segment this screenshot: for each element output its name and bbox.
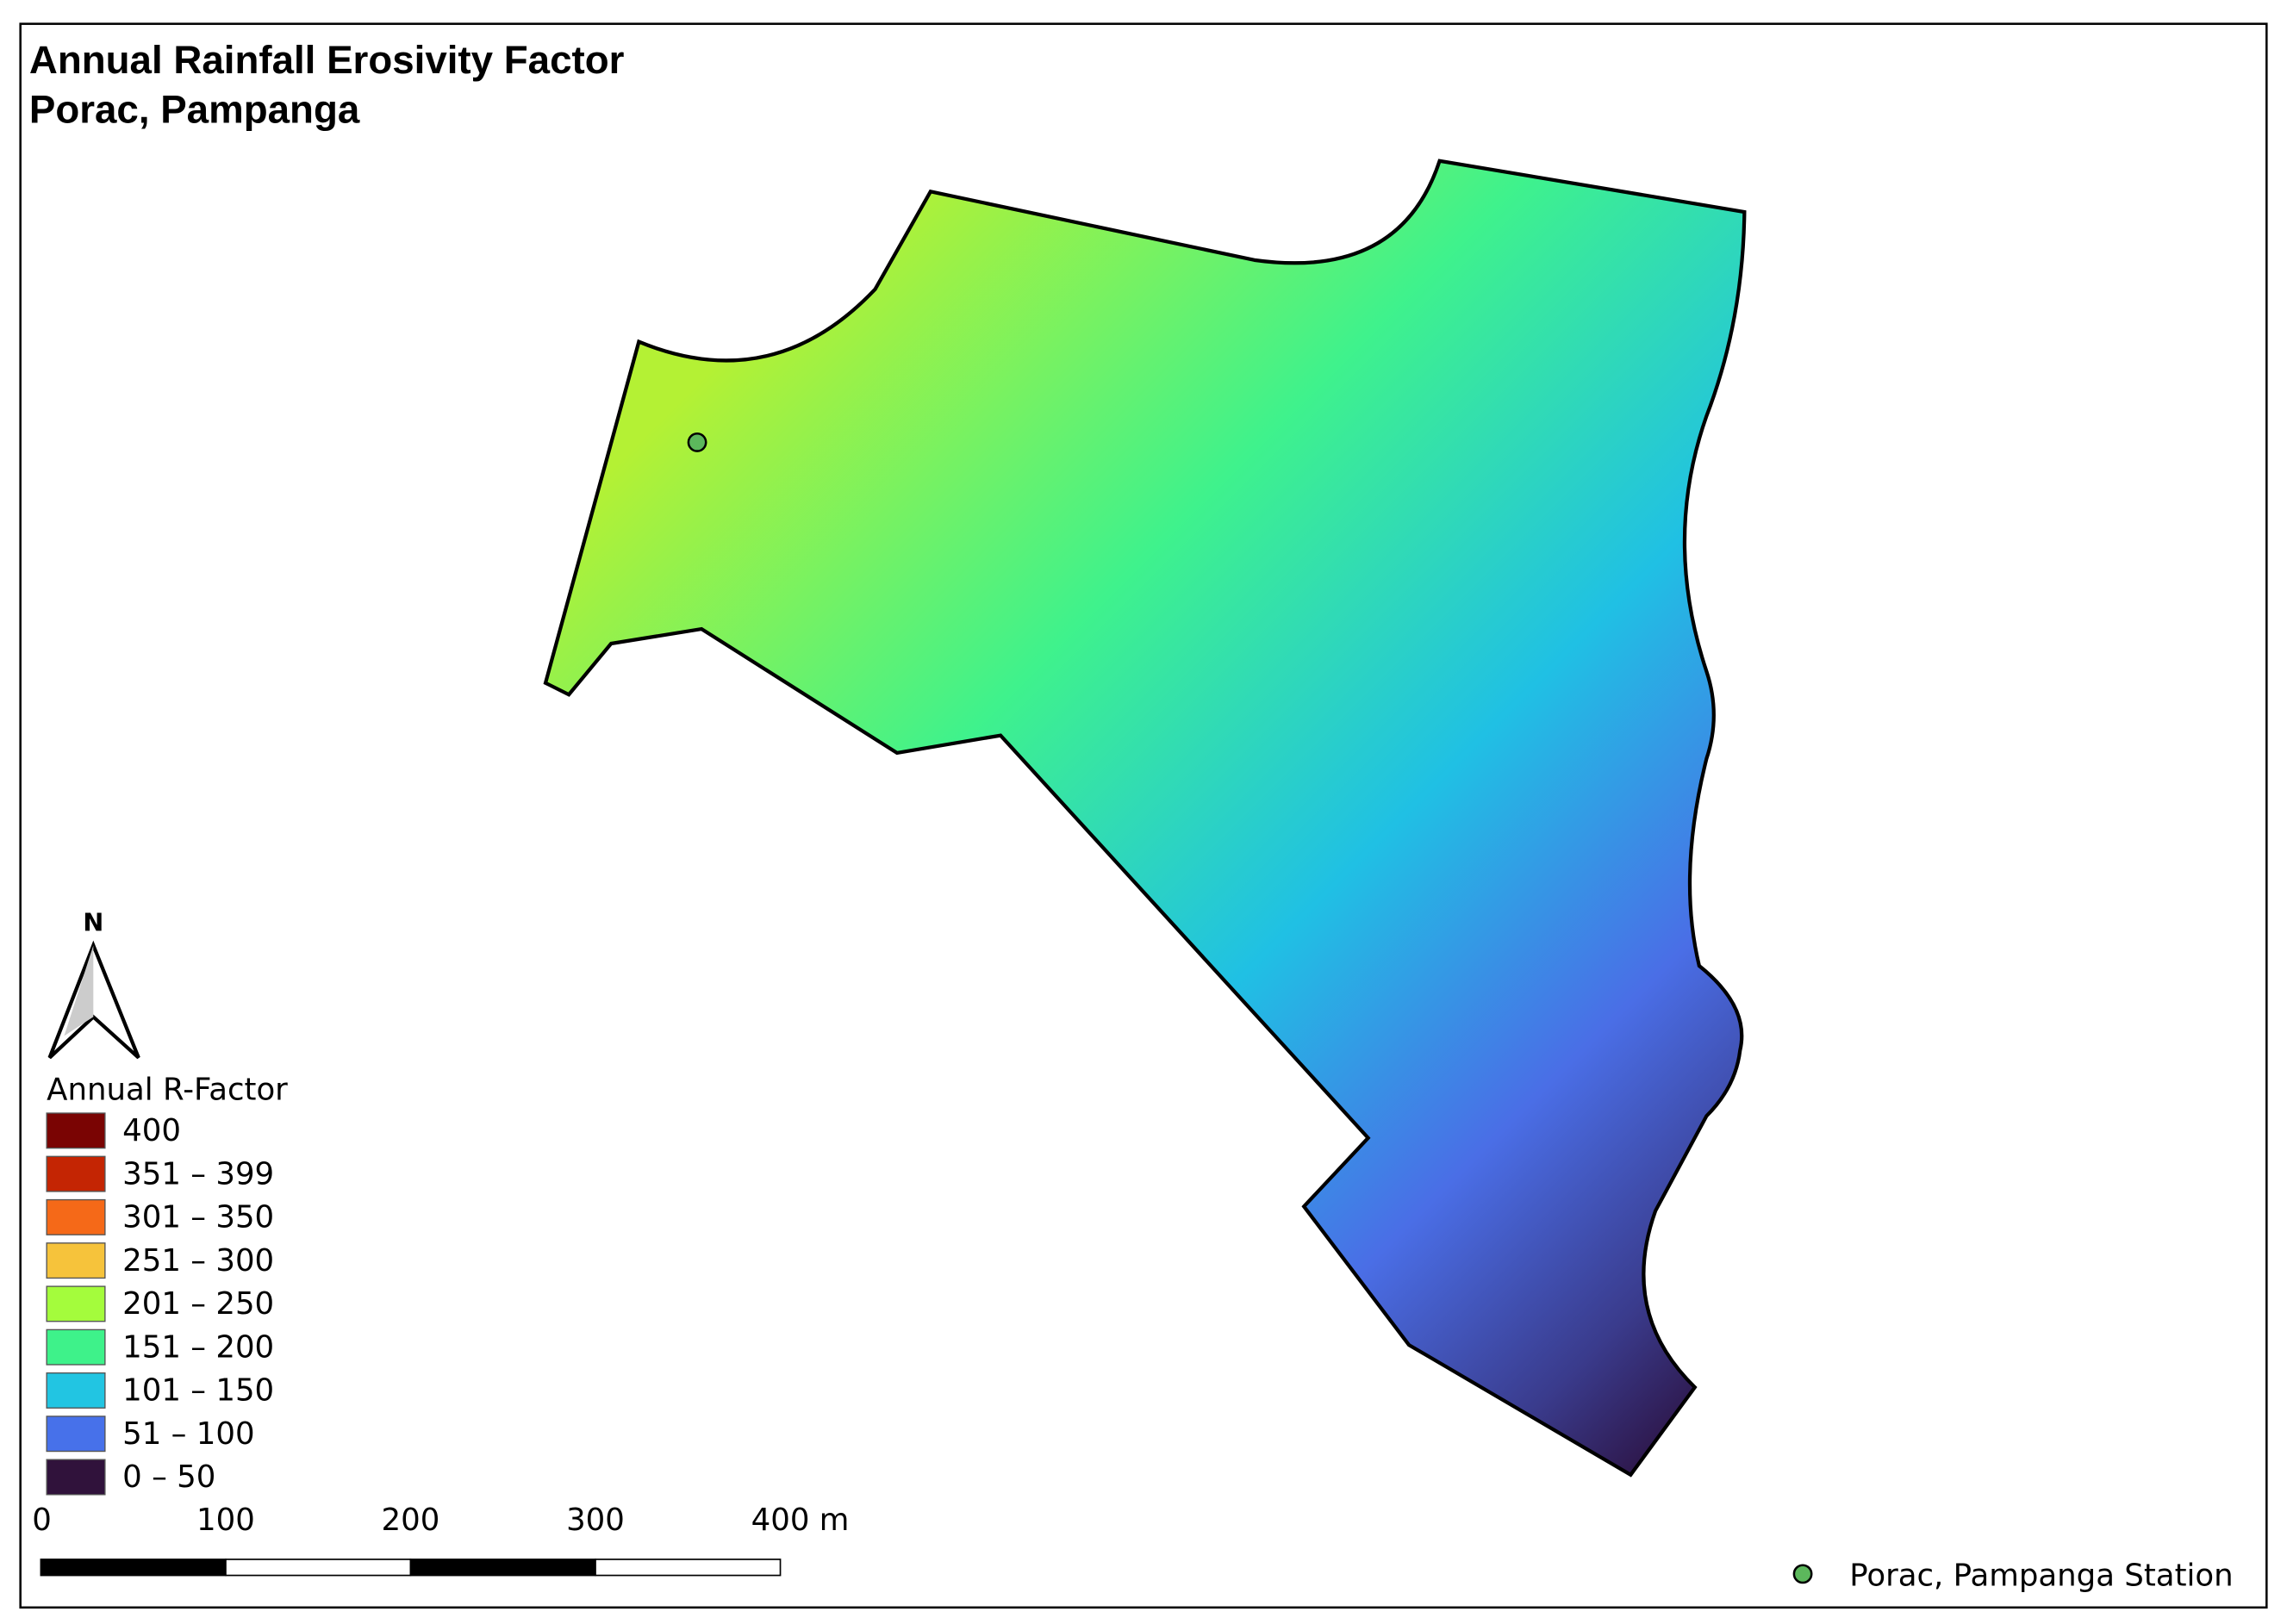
scale-label: 400 m xyxy=(751,1503,850,1538)
north-label: N xyxy=(83,907,103,936)
legend-label: 301 – 350 xyxy=(122,1200,274,1235)
legend-label: 51 – 100 xyxy=(122,1416,254,1452)
legend-label: 201 – 250 xyxy=(122,1286,274,1322)
legend-label: 400 xyxy=(122,1113,181,1148)
legend-label: 151 – 200 xyxy=(122,1329,274,1365)
legend-swatch xyxy=(46,1459,106,1496)
station-marker xyxy=(687,432,707,452)
legend-swatch xyxy=(46,1328,106,1366)
scale-segment xyxy=(409,1559,596,1577)
scale-segment xyxy=(225,1559,412,1577)
map-title: Annual Rainfall Erosivity Factor xyxy=(29,38,625,82)
legend-swatch xyxy=(46,1416,106,1453)
scale-label: 300 xyxy=(566,1503,625,1538)
scale-bar: 0 100 200 300 400 m xyxy=(32,1503,850,1577)
map-subtitle: Porac, Pampanga xyxy=(29,88,360,132)
scale-segment xyxy=(40,1559,227,1577)
legend-label: 101 – 150 xyxy=(122,1373,274,1409)
legend-label: 251 – 300 xyxy=(122,1243,274,1279)
legend-swatch xyxy=(46,1112,106,1149)
legend-swatch xyxy=(46,1198,106,1235)
scale-segment xyxy=(595,1559,782,1577)
legend-swatch xyxy=(46,1285,106,1322)
legend-title: Annual R-Factor xyxy=(47,1073,288,1108)
north-arrow xyxy=(47,940,140,1060)
scale-label: 100 xyxy=(196,1503,255,1538)
legend-swatch xyxy=(46,1372,106,1409)
legend-label: 351 – 399 xyxy=(122,1156,274,1192)
legend-swatch xyxy=(46,1155,106,1192)
scale-label: 0 xyxy=(32,1503,52,1538)
station-legend-marker xyxy=(1792,1564,1813,1584)
legend-label: 0 – 50 xyxy=(122,1459,215,1495)
legend: 400 351 – 399 301 – 350 251 – 300 201 – 250 1… xyxy=(46,1112,274,1496)
municipality-boundary xyxy=(543,159,1747,1478)
scale-label: 200 xyxy=(382,1503,440,1538)
station-legend-label: Porac, Pampanga Station xyxy=(1849,1558,2233,1593)
legend-swatch xyxy=(46,1242,106,1279)
